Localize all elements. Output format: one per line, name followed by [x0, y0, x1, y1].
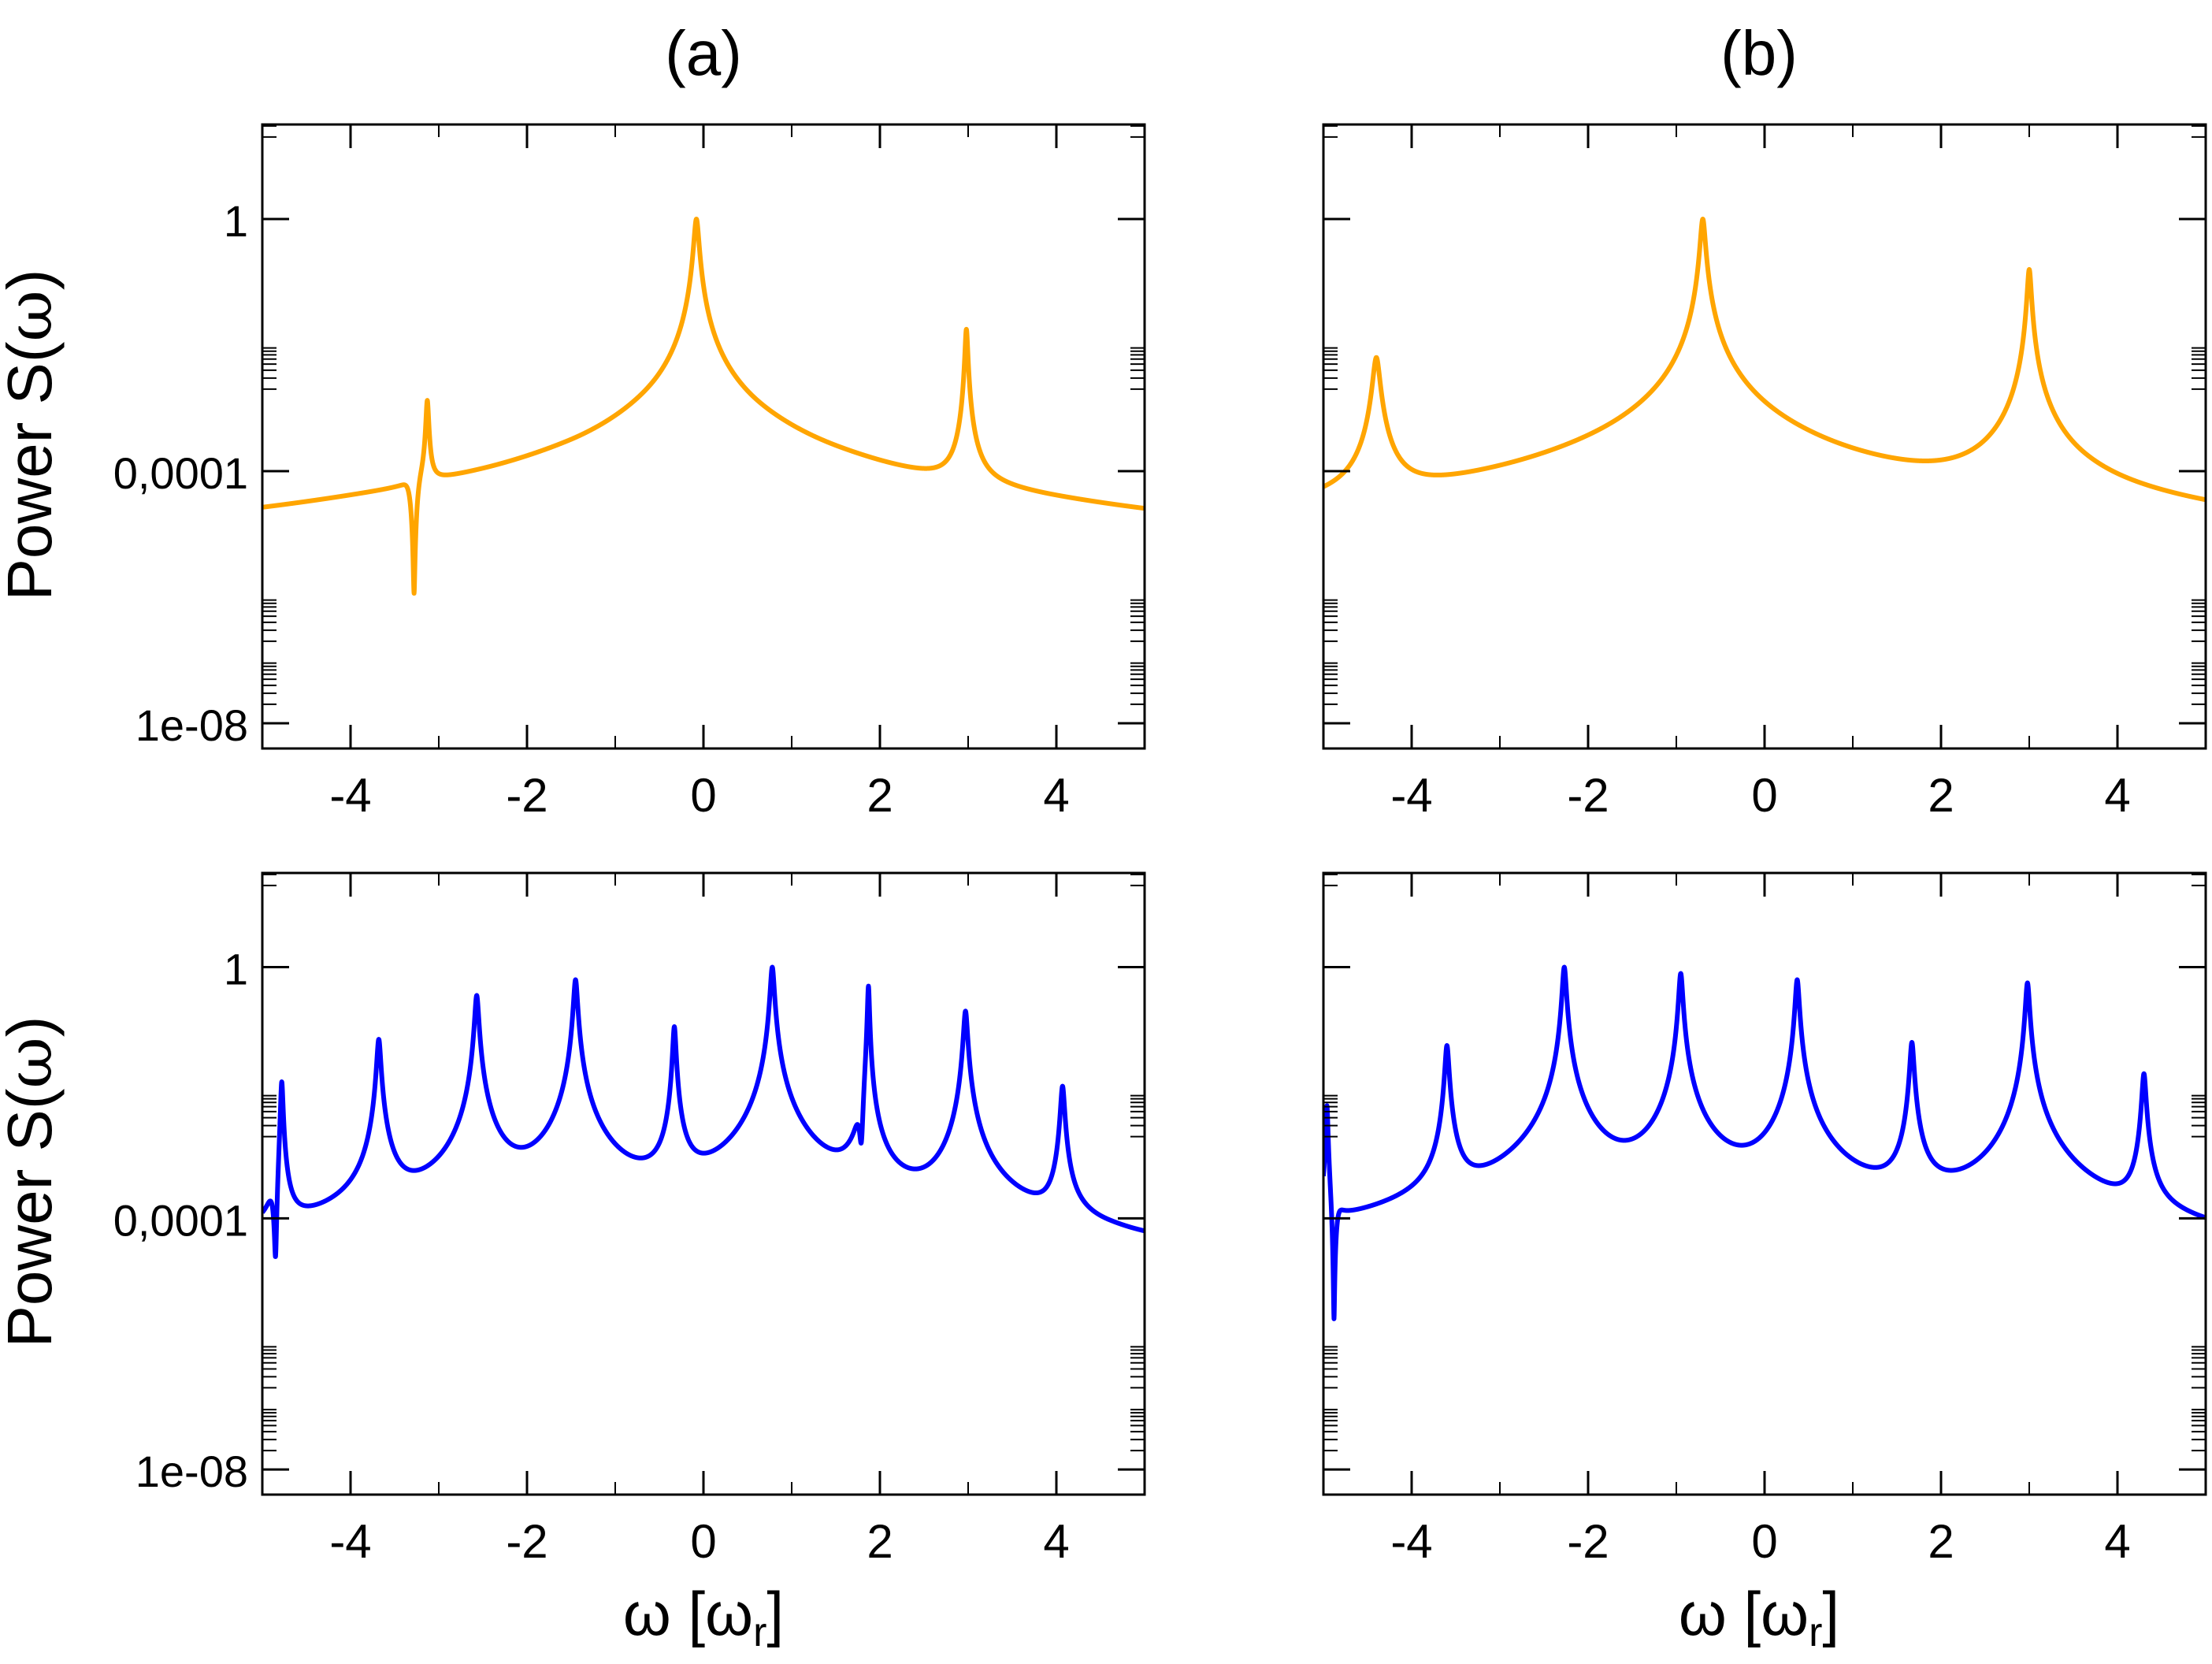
panel-b-top: -4 -2 0 2 4 — [1322, 123, 2207, 822]
ylabel-bottom: Power S(ω) — [0, 1016, 66, 1348]
xtick-label: 4 — [1043, 1515, 1069, 1568]
xtick-label: -4 — [1390, 1515, 1432, 1568]
xtick-label: -2 — [1567, 769, 1609, 822]
ytick-label: 1 — [224, 196, 248, 246]
xtick-label: -4 — [329, 769, 371, 822]
xlabel-b: ω [ωr] — [1679, 1579, 1839, 1655]
xtick-label: -4 — [329, 1515, 371, 1568]
xtick-label: 4 — [2104, 1515, 2130, 1568]
ylabel-top: Power S(ω) — [0, 269, 66, 601]
ytick-label: 1 — [224, 945, 248, 994]
column-title-a: (a) — [665, 18, 742, 88]
xtick-label: 2 — [1928, 769, 1954, 822]
xtick-label: 0 — [1751, 1515, 1777, 1568]
xtick-label: -4 — [1390, 769, 1432, 822]
xtick-label: -2 — [506, 769, 547, 822]
series-line-a-top — [262, 217, 1145, 596]
ytick-label: 0,0001 — [113, 1195, 248, 1245]
series-line-b-bottom — [1323, 964, 2206, 1321]
xtick-label: -2 — [1567, 1515, 1609, 1568]
xtick-label: 2 — [867, 769, 893, 822]
xtick-label: 2 — [1928, 1515, 1954, 1568]
series-line-b-top — [1323, 217, 2206, 503]
xtick-label: 2 — [867, 1515, 893, 1568]
xtick-label: 4 — [1043, 769, 1069, 822]
xlabel-a: ω [ωr] — [623, 1579, 784, 1655]
xtick-label: 0 — [690, 769, 716, 822]
panel-b-bottom: -4 -2 0 2 4 — [1322, 871, 2207, 1568]
xtick-label: 4 — [2104, 769, 2130, 822]
ytick-label: 0,0001 — [113, 448, 248, 498]
ytick-label: 1e-08 — [135, 1447, 248, 1496]
series-line-a-bottom — [262, 964, 1145, 1259]
plot-frame-b-bottom — [1322, 871, 2207, 1496]
panel-a-top: 1 0,0001 1e-08 -4 -2 0 2 4 — [113, 123, 1146, 822]
panel-a-bottom: 1 0,0001 1e-08 -4 -2 0 2 4 — [113, 871, 1146, 1568]
plot-frame-a-top — [261, 123, 1146, 750]
plot-frame-b-top — [1322, 123, 2207, 750]
xtick-label: -2 — [506, 1515, 547, 1568]
xtick-label: 0 — [1751, 769, 1777, 822]
xtick-label: 0 — [690, 1515, 716, 1568]
ytick-label: 1e-08 — [135, 700, 248, 750]
column-title-b: (b) — [1720, 18, 1798, 88]
